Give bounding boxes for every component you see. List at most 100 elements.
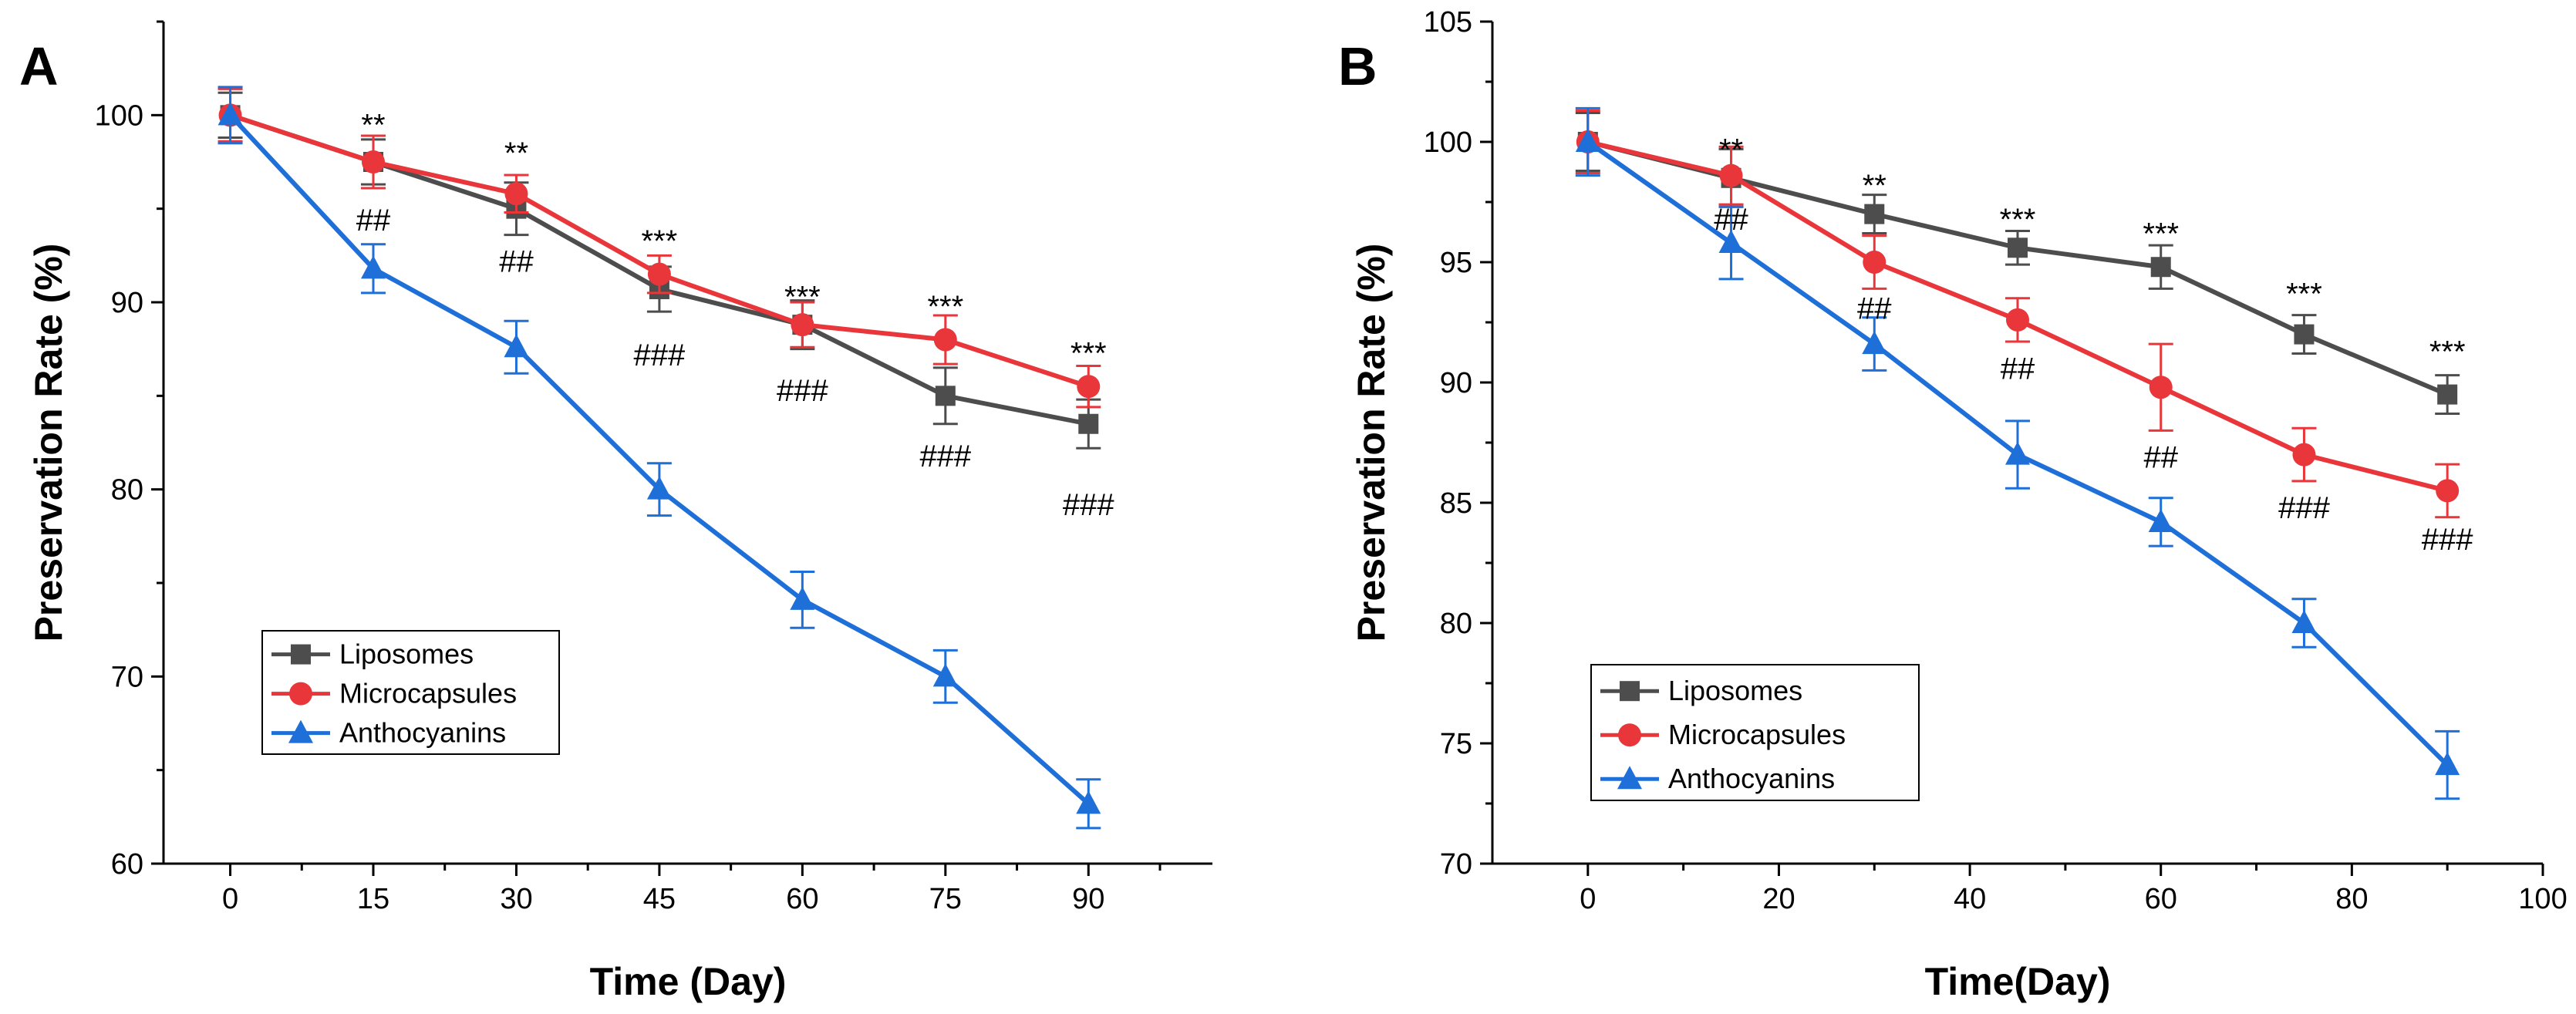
significance-star: *** [784, 281, 821, 315]
series-microcapsules [217, 87, 1101, 409]
significance-star: *** [2429, 335, 2466, 369]
panel-label: B [1338, 36, 1377, 96]
data-point [2150, 257, 2171, 278]
data-point [933, 328, 957, 352]
data-point [1078, 413, 1099, 434]
significance-hash: ### [634, 339, 686, 372]
significance-star: ** [1863, 169, 1886, 203]
y-axis-title: Preservation Rate (%) [27, 244, 70, 642]
legend: Liposomes Microcapsules Anthocyanins [261, 630, 560, 755]
significance-hash: ### [2278, 491, 2330, 525]
legend-label: Microcapsules [339, 678, 517, 709]
legend-label: Liposomes [339, 638, 474, 670]
data-point [1719, 163, 1743, 187]
x-tick-label: 90 [1072, 883, 1104, 915]
data-point [1864, 204, 1885, 224]
data-point [646, 476, 672, 500]
significance-star: ** [504, 136, 528, 170]
data-point [217, 102, 243, 126]
legend-marker [289, 682, 312, 706]
legend-label: Liposomes [1668, 675, 1802, 706]
significance-star: *** [927, 290, 963, 324]
x-tick-label: 45 [643, 883, 676, 915]
significance-hash: ## [499, 245, 534, 279]
data-point [1076, 790, 1101, 814]
data-point [1718, 230, 1744, 254]
y-tick-label: 85 [1440, 487, 1472, 520]
legend-marker [1620, 681, 1640, 702]
data-point [2437, 384, 2458, 405]
x-tick-label: 100 [2518, 883, 2567, 915]
significance-hash: ### [1063, 488, 1114, 522]
data-point [504, 334, 529, 358]
legend-marker [1618, 723, 1641, 747]
significance-hash: ## [356, 204, 391, 237]
data-point [2436, 479, 2460, 503]
x-tick-label: 0 [222, 883, 238, 915]
legend-label: Anthocyanins [1668, 763, 1835, 794]
x-tick-label: 60 [786, 883, 818, 915]
y-tick-label: 100 [95, 99, 143, 132]
data-point [1077, 375, 1101, 399]
y-tick-label: 60 [111, 848, 143, 881]
y-tick-label: 100 [1424, 126, 1472, 159]
x-tick-label: 40 [1954, 883, 1986, 915]
y-tick-label: 80 [111, 474, 143, 507]
legend-marker [1617, 766, 1642, 790]
significance-star: *** [2143, 217, 2179, 251]
x-tick-label: 0 [1580, 883, 1596, 915]
series-anthocyanins [1575, 106, 2460, 800]
legend: Liposomes Microcapsules Anthocyanins [1590, 664, 1920, 801]
data-point [2149, 376, 2173, 399]
y-tick-label: 95 [1440, 247, 1472, 279]
legend-label: Microcapsules [1668, 719, 1846, 750]
significance-star: ** [1719, 133, 1743, 167]
significance-hash: ## [1714, 203, 1748, 237]
series-anthocyanins [217, 86, 1101, 830]
data-point [1575, 129, 1600, 152]
data-point [2005, 441, 2030, 465]
significance-star: *** [642, 224, 678, 258]
x-tick-label: 20 [1762, 883, 1795, 915]
y-tick-label: 105 [1424, 6, 1472, 39]
data-point [361, 255, 386, 279]
x-tick-label: 60 [2145, 883, 2177, 915]
data-point [791, 313, 814, 337]
y-tick-label: 70 [111, 661, 143, 693]
significance-star: *** [1071, 337, 1107, 371]
data-point [2294, 324, 2315, 345]
data-point [647, 262, 671, 286]
data-point [2008, 237, 2028, 258]
data-point [790, 586, 815, 610]
x-tick-label: 15 [357, 883, 389, 915]
significance-star: *** [2000, 203, 2036, 237]
x-tick-label: 30 [500, 883, 532, 915]
y-tick-label: 70 [1440, 848, 1472, 881]
x-axis-title: Time(Day) [1925, 960, 2111, 1003]
data-point [2291, 610, 2317, 633]
significance-hash: ## [2001, 352, 2035, 386]
y-tick-label: 90 [111, 287, 143, 319]
x-tick-label: 80 [2335, 883, 2368, 915]
data-point [932, 663, 958, 687]
panel-label: A [19, 36, 59, 96]
data-point [2148, 508, 2173, 532]
significance-hash: ### [2422, 523, 2473, 557]
data-point [2292, 443, 2316, 467]
data-point [504, 182, 528, 206]
legend-marker [288, 719, 313, 743]
data-point [362, 150, 385, 173]
significance-star: ** [361, 108, 385, 142]
x-tick-label: 75 [929, 883, 962, 915]
significance-star: *** [2286, 278, 2322, 312]
y-axis-title: Preservation Rate (%) [1350, 244, 1393, 642]
legend-label: Anthocyanins [339, 717, 506, 749]
significance-hash: ### [777, 374, 828, 408]
x-axis-title: Time (Day) [590, 960, 787, 1003]
y-tick-label: 90 [1440, 367, 1472, 399]
data-point [1863, 251, 1886, 274]
data-point [935, 386, 956, 406]
panel-b-chart: B 70 75 80 85 90 95 100 105 0 20 40 60 80 100 Time(Day)… [1338, 6, 2568, 1003]
y-tick-label: 75 [1440, 728, 1472, 760]
